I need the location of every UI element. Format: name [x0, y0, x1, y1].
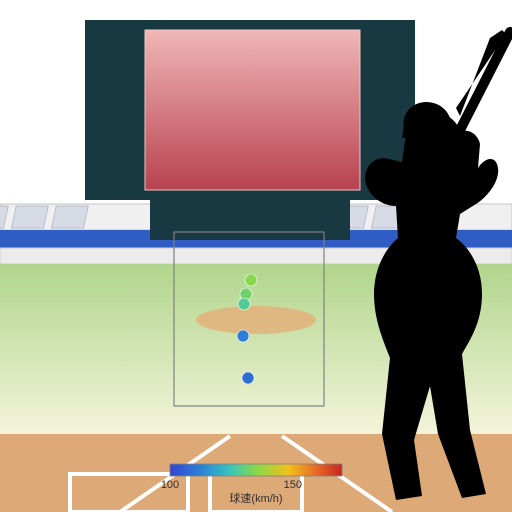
scoreboard-base: [150, 200, 350, 240]
pitch-marker: [242, 372, 254, 384]
stadium-panel: [52, 206, 89, 228]
scoreboard-screen: [145, 30, 360, 190]
velocity-legend-bar: [170, 464, 342, 476]
legend-tick: 150: [284, 479, 302, 491]
legend-tick: 100: [161, 479, 179, 491]
stadium-panel: [12, 206, 49, 228]
legend-label: 球速(km/h): [229, 491, 282, 505]
pitch-marker: [238, 298, 250, 310]
pitch-marker: [237, 330, 249, 342]
pitch-marker: [245, 274, 257, 286]
pitchers-mound: [196, 306, 316, 334]
